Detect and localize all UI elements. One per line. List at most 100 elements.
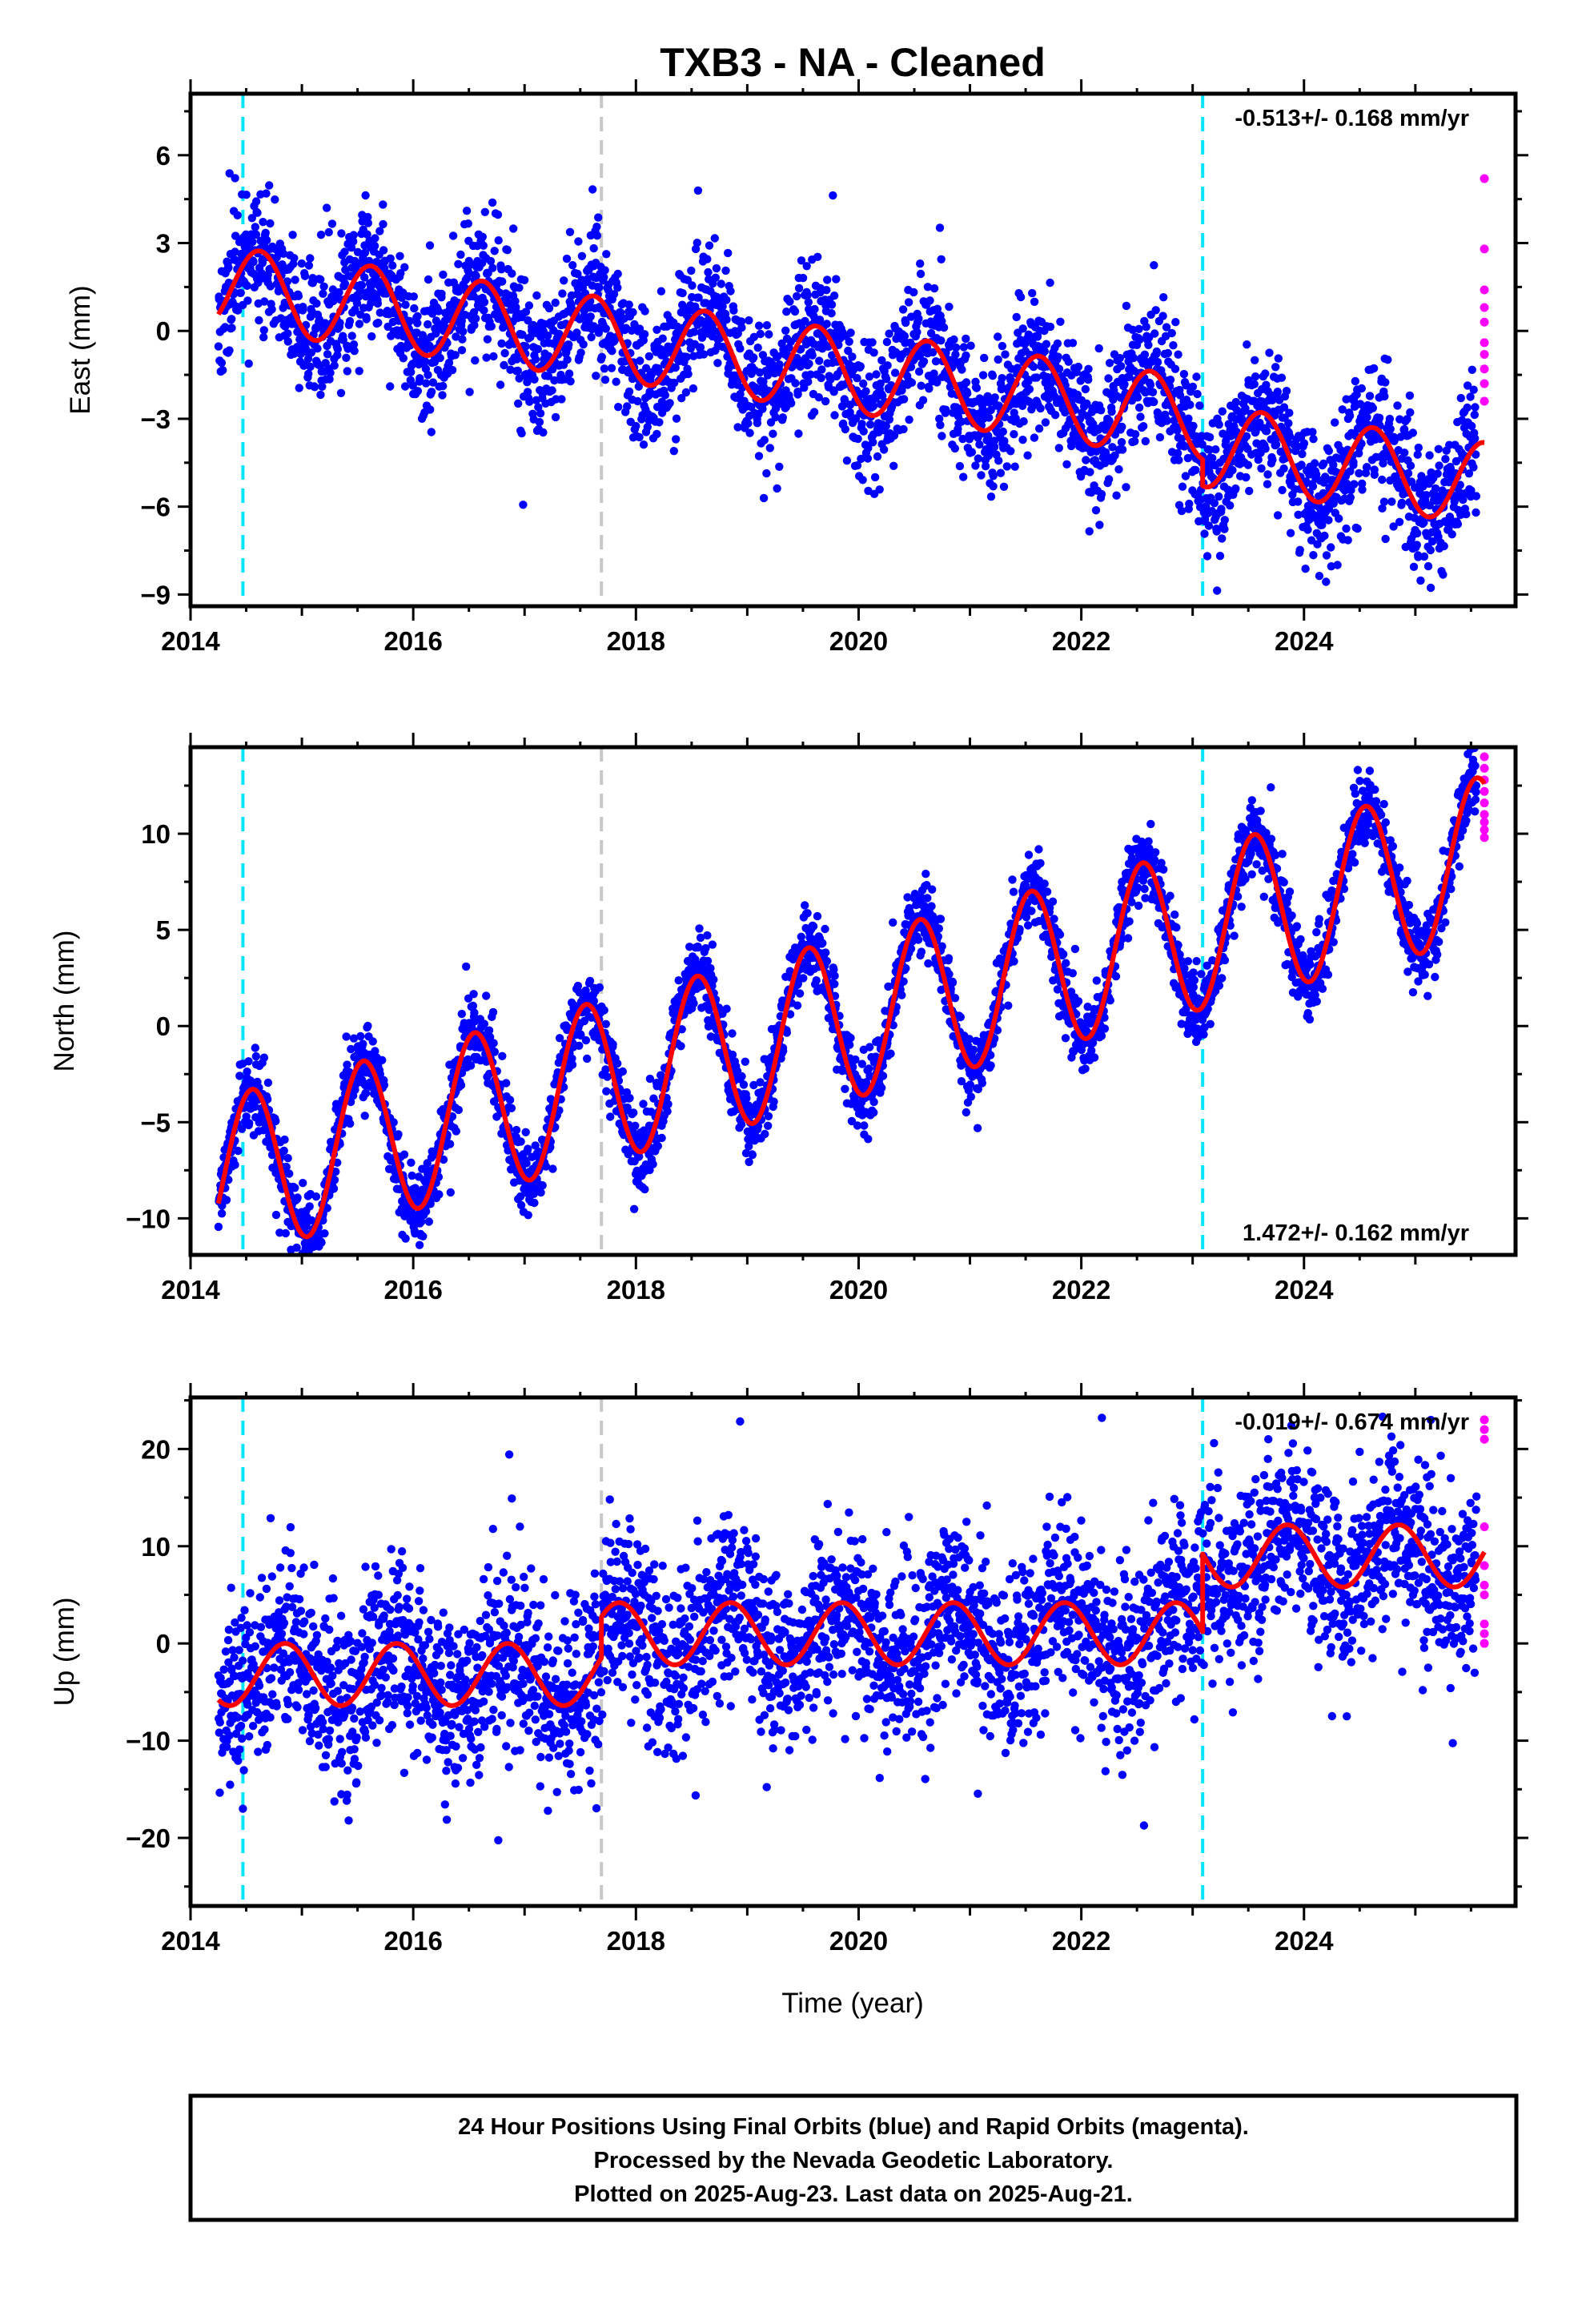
final-orbit-point [600,1006,608,1015]
final-orbit-point [759,493,769,503]
final-orbit-point [1335,514,1343,523]
final-orbit-point [500,348,509,358]
final-orbit-point [1215,492,1223,501]
final-orbit-point [1184,414,1193,423]
final-orbit-point [742,1094,751,1103]
final-orbit-point [1112,491,1121,500]
final-orbit-point [704,267,713,277]
final-orbit-point [1134,324,1143,333]
final-orbit-point [1195,401,1204,410]
final-orbit-point [1387,497,1396,506]
final-orbit-point [1434,444,1443,453]
final-orbit-point [379,1080,389,1090]
final-orbit-point [592,223,601,231]
final-orbit-point [1220,525,1229,533]
final-orbit-point [1095,521,1104,529]
final-orbit-point [1279,403,1289,412]
final-orbit-point [587,332,596,342]
final-orbit-point [251,223,259,231]
final-orbit-point [350,347,359,356]
final-orbit-point [1343,479,1351,489]
final-orbit-point [1202,502,1211,511]
final-orbit-point [541,1162,551,1171]
final-orbit-point [1338,405,1347,414]
final-orbit-point [1299,439,1309,448]
final-orbit-point [1251,372,1260,381]
final-orbit-point [322,203,331,212]
final-orbit-point [856,362,865,371]
final-orbit-point [1040,347,1050,356]
final-orbit-point [765,330,773,339]
final-orbit-point [401,1234,410,1243]
final-orbit-point [469,990,478,999]
final-orbit-point [416,374,424,383]
final-orbit-point [363,230,371,239]
final-orbit-point [703,255,712,263]
final-orbit-point [524,301,534,310]
final-orbit-point [1309,551,1318,560]
final-orbit-point [791,379,800,388]
final-orbit-point [1469,385,1478,394]
final-orbit-point [1136,412,1145,421]
final-orbit-point [906,363,916,372]
final-orbit-point [661,349,670,358]
final-orbit-point [741,1057,749,1067]
final-orbit-point [726,287,735,296]
final-orbit-point [959,472,968,481]
final-orbit-point [981,462,990,471]
final-orbit-point [781,326,790,335]
final-orbit-point [722,296,731,304]
final-orbit-point [904,298,913,307]
final-orbit-point [609,290,619,299]
final-orbit-point [1082,399,1091,408]
final-orbit-point [588,185,597,194]
final-orbit-point [1412,541,1422,549]
final-orbit-point [504,1146,512,1155]
final-orbit-point [905,415,913,424]
final-orbit-point [1013,364,1022,372]
final-orbit-point [793,390,802,399]
final-orbit-point [671,363,680,372]
final-orbit-point [295,384,303,392]
final-orbit-point [233,211,242,219]
final-orbit-point [490,247,499,255]
final-orbit-point [1023,451,1032,460]
final-orbit-point [937,336,946,345]
final-orbit-point [722,315,731,324]
final-orbit-point [353,247,363,256]
final-orbit-point [262,189,271,198]
rapid-orbit-point [1480,364,1489,374]
final-orbit-point [1471,434,1480,443]
final-orbit-point [1148,388,1158,396]
final-orbit-point [407,368,416,376]
final-orbit-point [808,351,817,360]
final-orbit-point [363,219,372,227]
final-orbit-point [901,318,910,328]
final-orbit-point [1030,297,1039,306]
final-orbit-point [307,1263,315,1271]
final-orbit-point [1211,445,1220,454]
final-orbit-point [574,237,583,246]
final-orbit-point [853,374,861,383]
final-orbit-point [291,1184,299,1192]
final-orbit-point [351,1085,359,1095]
final-orbit-point [829,388,838,396]
final-orbit-point [503,246,512,255]
final-orbit-point [214,342,223,351]
plot-area [191,747,1516,1255]
final-orbit-point [354,292,363,301]
final-orbit-point [737,317,746,326]
final-orbit-point [678,288,687,298]
final-orbit-point [577,251,587,260]
final-orbit-point [923,283,933,292]
final-orbit-point [672,414,681,423]
final-orbit-point [879,445,889,454]
final-orbit-point [438,391,447,400]
final-orbit-point [699,350,709,359]
final-orbit-point [999,482,1009,491]
final-orbit-point [917,381,926,390]
final-orbit-point [900,332,909,340]
final-orbit-point [568,1054,576,1063]
final-orbit-point [1262,427,1271,436]
